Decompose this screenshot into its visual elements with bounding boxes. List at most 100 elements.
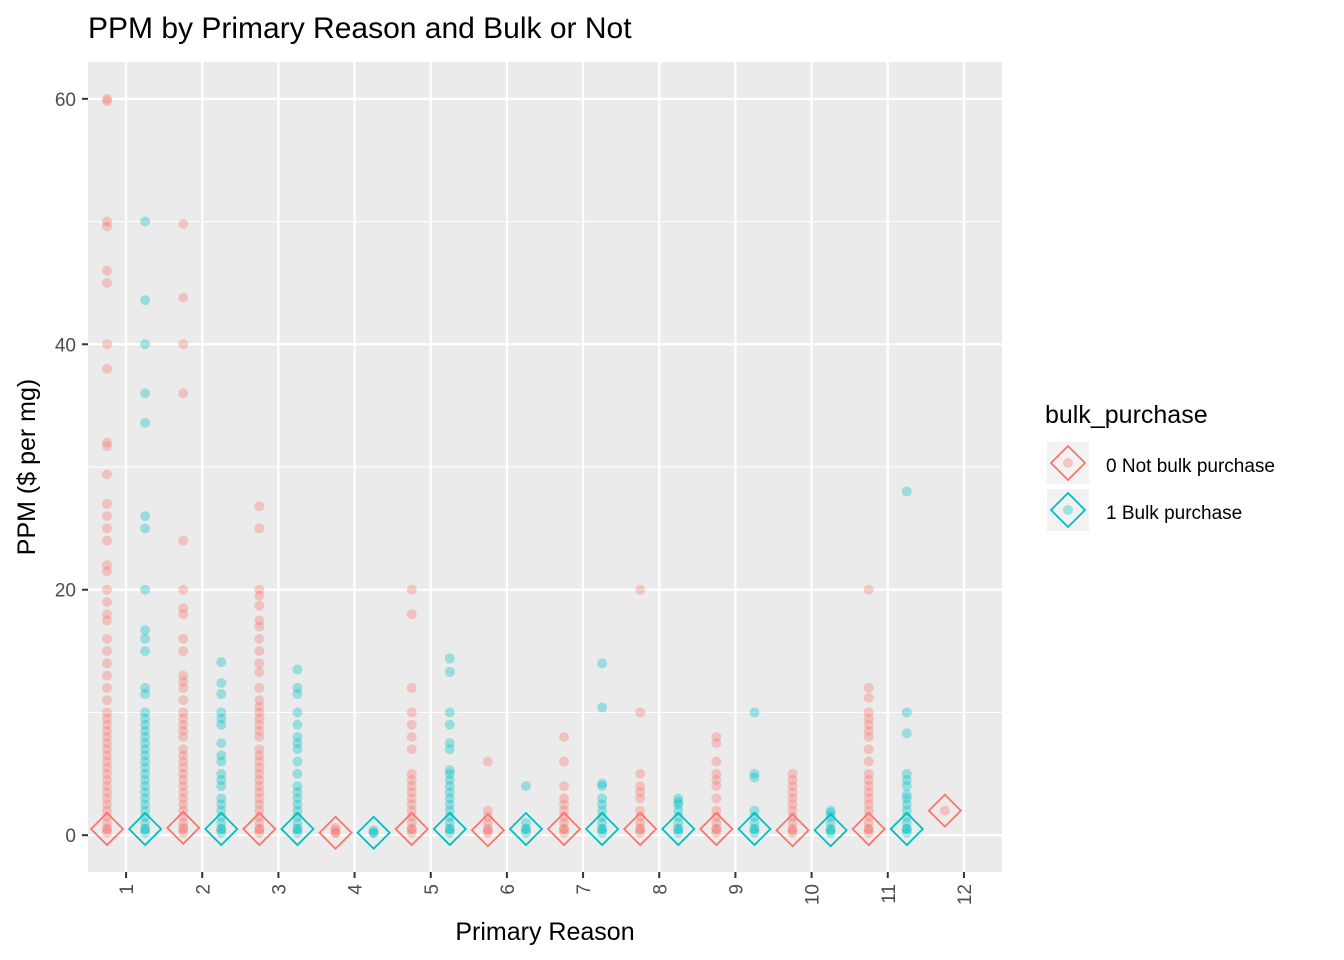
x-tick-label: 10 — [803, 884, 824, 905]
data-point-bulk — [901, 827, 912, 838]
data-point-not_bulk — [102, 805, 113, 816]
data-point-bulk — [216, 678, 227, 688]
data-point-not_bulk — [178, 732, 189, 742]
mean-diamond-not_bulk — [242, 811, 277, 847]
data-point-bulk — [901, 817, 912, 828]
data-point-not_bulk — [178, 535, 189, 546]
data-point-not_bulk — [711, 768, 722, 779]
mean-point-not_bulk — [406, 824, 417, 835]
data-point-not_bulk — [863, 787, 874, 798]
data-point-not_bulk — [178, 695, 189, 706]
data-point-not_bulk — [254, 523, 265, 534]
data-point-not_bulk — [102, 597, 113, 607]
data-point-bulk — [673, 797, 684, 808]
data-point-bulk — [673, 824, 684, 835]
data-point-bulk — [140, 719, 151, 730]
data-point-bulk — [673, 799, 684, 810]
data-point-not_bulk — [559, 827, 570, 838]
data-point-not_bulk — [102, 566, 113, 577]
data-point-not_bulk — [254, 666, 265, 677]
data-point-not_bulk — [254, 756, 265, 767]
mean-point-bulk — [444, 824, 455, 835]
data-point-not_bulk — [102, 339, 113, 350]
data-point-not_bulk — [559, 781, 570, 792]
data-point-not_bulk — [863, 799, 874, 810]
data-point-bulk — [216, 738, 227, 749]
data-point-not_bulk — [102, 363, 113, 374]
data-point-not_bulk — [711, 817, 722, 828]
data-point-not_bulk — [102, 523, 113, 534]
data-point-bulk — [216, 827, 227, 838]
data-point-bulk — [140, 295, 151, 306]
data-point-bulk — [140, 817, 151, 828]
data-point-bulk — [216, 781, 227, 792]
x-tick-label: 6 — [498, 884, 519, 895]
data-point-not_bulk — [102, 221, 113, 232]
data-point-not_bulk — [635, 817, 646, 828]
data-point-bulk — [597, 702, 608, 713]
mean-point-not_bulk — [254, 824, 265, 835]
mean-diamond-not_bulk — [927, 793, 963, 828]
data-point-not_bulk — [102, 437, 113, 448]
data-point-bulk — [216, 824, 227, 835]
data-point-bulk — [216, 657, 227, 668]
data-point-not_bulk — [254, 701, 265, 712]
data-point-bulk — [140, 750, 151, 761]
data-point-not_bulk — [406, 787, 417, 798]
data-point-not_bulk — [406, 781, 417, 792]
data-point-not_bulk — [178, 719, 189, 730]
data-point-not_bulk — [102, 719, 113, 730]
data-point-not_bulk — [787, 817, 798, 828]
mean-diamond-bulk — [737, 811, 772, 847]
data-point-bulk — [749, 824, 760, 835]
data-point-bulk — [216, 689, 227, 700]
data-point-not_bulk — [482, 811, 493, 822]
data-point-bulk — [597, 781, 608, 792]
data-point-not_bulk — [178, 646, 189, 657]
data-point-bulk — [444, 824, 455, 835]
mean-point-not_bulk — [102, 824, 113, 835]
data-point-not_bulk — [635, 768, 646, 779]
x-tick-label: 8 — [650, 884, 671, 895]
data-point-not_bulk — [863, 584, 874, 595]
y-tick-label: 60 — [55, 90, 76, 111]
data-point-bulk — [140, 682, 151, 693]
data-point-bulk — [749, 768, 760, 779]
data-point-bulk — [140, 738, 151, 749]
data-point-bulk — [292, 719, 303, 730]
data-point-not_bulk — [178, 339, 189, 350]
data-point-not_bulk — [178, 799, 189, 810]
data-point-bulk — [292, 768, 303, 779]
data-point-not_bulk — [787, 824, 798, 835]
data-point-not_bulk — [635, 584, 646, 595]
mean-diamond-not_bulk — [89, 811, 125, 847]
data-point-not_bulk — [863, 719, 874, 730]
data-point-not_bulk — [102, 695, 113, 706]
data-point-not_bulk — [711, 774, 722, 785]
data-point-not_bulk — [559, 817, 570, 828]
data-point-not_bulk — [178, 756, 189, 767]
data-point-not_bulk — [254, 781, 265, 792]
data-point-bulk — [216, 756, 227, 767]
data-point-bulk — [140, 523, 151, 534]
data-point-not_bulk — [178, 609, 189, 620]
data-point-not_bulk — [711, 805, 722, 816]
mean-point-not_bulk — [559, 824, 570, 835]
data-point-bulk — [444, 787, 455, 798]
data-point-not_bulk — [102, 768, 113, 779]
data-point-not_bulk — [711, 738, 722, 749]
data-point-bulk — [901, 793, 912, 804]
data-point-not_bulk — [254, 695, 265, 706]
data-point-not_bulk — [254, 817, 265, 828]
data-point-bulk — [140, 787, 151, 798]
data-point-bulk — [444, 805, 455, 816]
data-point-not_bulk — [635, 793, 646, 804]
data-point-bulk — [444, 738, 455, 749]
data-point-not_bulk — [635, 824, 646, 835]
data-point-bulk — [444, 793, 455, 804]
data-point-not_bulk — [787, 781, 798, 792]
data-point-bulk — [140, 689, 151, 700]
data-point-bulk — [597, 658, 608, 669]
mean-point-bulk — [749, 824, 760, 835]
